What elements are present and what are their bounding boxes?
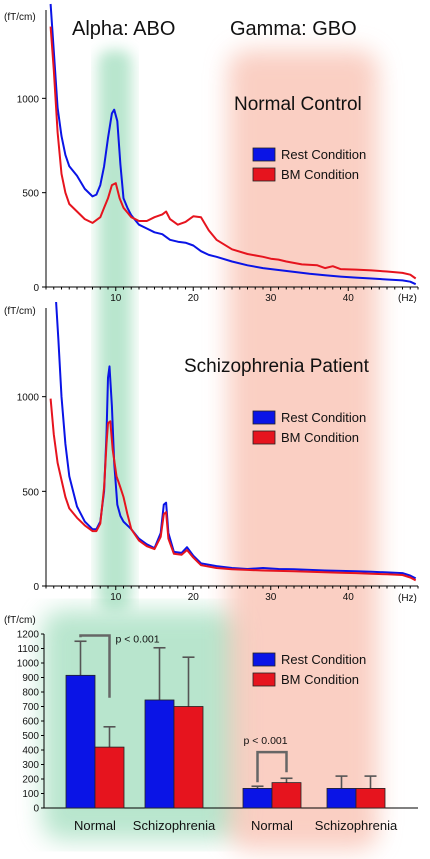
y-tick-label: 900 — [22, 673, 39, 684]
y-tick-label: 0 — [33, 283, 39, 294]
normal-control-ylabel: (fT/cm) — [4, 12, 36, 23]
legend-swatch-bm — [252, 167, 276, 182]
gamma-band-label: Gamma: GBO — [230, 18, 357, 40]
legend-label-bm: BM Condition — [281, 672, 359, 687]
legend-swatch-bm — [252, 672, 276, 687]
y-tick-label: 0 — [33, 582, 39, 593]
significance-bracket — [256, 750, 288, 783]
p-value-annotation: p < 0.001 — [116, 633, 160, 645]
schizophrenia-legend: Rest Condition BM Condition — [252, 410, 366, 445]
schizophrenia-title: Schizophrenia Patient — [184, 356, 370, 377]
bar-bm-condition — [271, 782, 302, 809]
y-tick-label: 0 — [33, 804, 39, 815]
y-tick-label: 1100 — [17, 644, 39, 655]
significance-bracket — [79, 634, 111, 698]
x-tick-label: 20 — [188, 293, 200, 304]
bar-bm-condition — [173, 706, 204, 809]
y-tick-label: 200 — [22, 775, 39, 786]
x-tick-label: 40 — [343, 293, 355, 304]
normal-control-xlabel: (Hz) — [398, 293, 417, 304]
y-tick-label: 500 — [22, 487, 39, 498]
category-label: Normal — [74, 818, 116, 833]
x-tick-label: 30 — [265, 592, 277, 603]
series-line-bm-condition — [49, 398, 417, 582]
bar-bm-condition — [355, 788, 386, 809]
category-label: Normal — [251, 818, 293, 833]
x-tick-label: 40 — [343, 592, 355, 603]
y-tick-label: 1000 — [17, 393, 40, 404]
schizophrenia-ylabel: (fT/cm) — [4, 306, 36, 317]
legend-swatch-rest — [252, 652, 276, 667]
x-tick-label: 10 — [110, 592, 122, 603]
amplitude-bar-chart: (fT/cm) Rest Condition BM Condition 0 100… — [4, 615, 418, 833]
y-tick-label: 1200 — [17, 630, 40, 641]
bar-rest-condition — [326, 788, 357, 809]
normal-control-spectrum-chart: (fT/cm) (Hz) Normal Control Rest Conditi… — [4, 3, 419, 304]
series-line-rest-condition — [49, 3, 417, 286]
bar-rest-condition — [65, 674, 96, 809]
gamma-band — [228, 50, 378, 850]
y-tick-label: 400 — [22, 746, 39, 757]
y-tick-label: 600 — [22, 717, 39, 728]
y-tick-label: 300 — [22, 760, 39, 771]
normal-control-title: Normal Control — [234, 94, 362, 115]
y-tick-label: 500 — [22, 731, 39, 742]
p-value-annotation: p < 0.001 — [244, 735, 288, 747]
schizophrenia-spectrum-chart: (fT/cm) (Hz) Schizophrenia Patient Rest … — [4, 301, 419, 604]
x-tick-label: 20 — [188, 592, 200, 603]
legend-label-bm: BM Condition — [281, 167, 359, 182]
y-tick-label: 100 — [22, 789, 39, 800]
bar-bm-condition — [94, 746, 125, 809]
legend-label-bm: BM Condition — [281, 430, 359, 445]
y-tick-label: 800 — [22, 688, 39, 699]
legend-swatch-bm — [252, 430, 276, 445]
legend-swatch-rest — [252, 147, 276, 162]
bar-rest-condition — [242, 788, 273, 809]
legend-label-rest: Rest Condition — [281, 410, 366, 425]
x-tick-label: 30 — [265, 293, 277, 304]
x-tick-label: 10 — [110, 293, 122, 304]
bar-rest-condition — [144, 699, 175, 809]
alpha-band-label: Alpha: ABO — [72, 18, 175, 40]
y-tick-label: 700 — [22, 702, 39, 713]
bar-chart-ylabel: (fT/cm) — [4, 615, 36, 626]
category-label: Schizophrenia — [133, 818, 216, 833]
bar-chart-legend: Rest Condition BM Condition — [252, 652, 366, 687]
schizophrenia-xlabel: (Hz) — [398, 593, 417, 604]
legend-label-rest: Rest Condition — [281, 147, 366, 162]
series-line-bm-condition — [49, 26, 417, 280]
legend-swatch-rest — [252, 410, 276, 425]
y-tick-label: 500 — [22, 189, 39, 200]
y-tick-label: 1000 — [17, 659, 40, 670]
y-tick-label: 1000 — [17, 94, 40, 105]
legend-label-rest: Rest Condition — [281, 652, 366, 667]
normal-control-legend: Rest Condition BM Condition — [252, 147, 366, 182]
category-label: Schizophrenia — [315, 818, 398, 833]
